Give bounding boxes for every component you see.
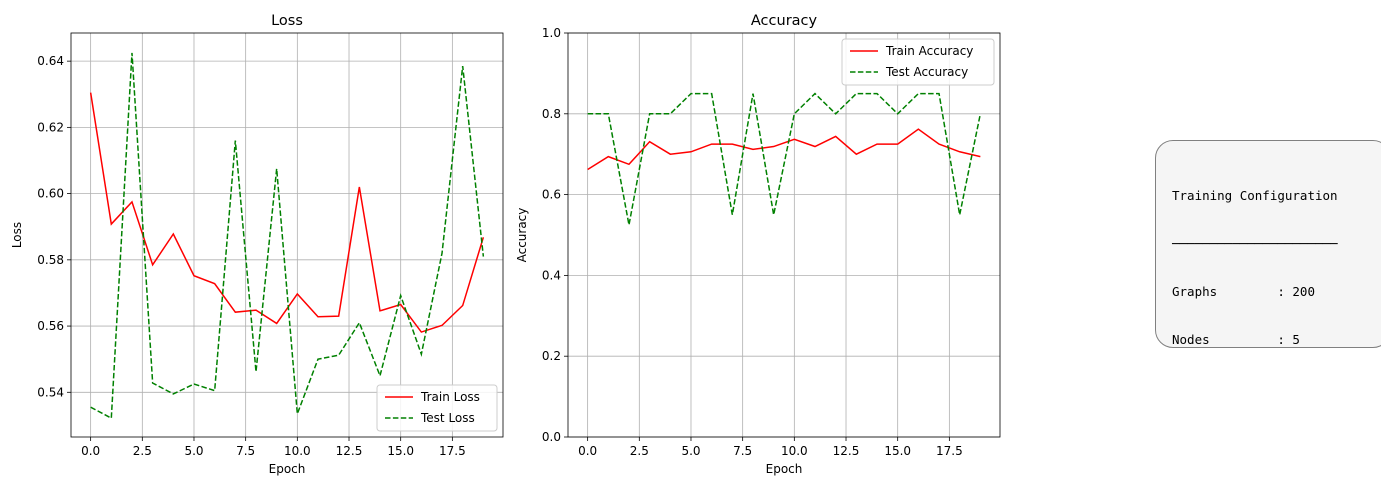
- loss-legend-label-1: Test Loss: [420, 411, 475, 425]
- config-title: Training Configuration: [1172, 188, 1338, 203]
- loss-ytick-label-4: 0.62: [37, 120, 64, 134]
- accuracy-chart-title: Accuracy: [751, 13, 818, 29]
- loss-xtick-label-0: 0.0: [81, 444, 100, 458]
- accuracy-ytick-label-4: 0.8: [542, 107, 561, 121]
- config-row-graphs: Graphs : 200: [1172, 284, 1315, 299]
- accuracy-y-axis-label: Accuracy: [515, 208, 529, 263]
- accuracy-ytick-label-2: 0.4: [542, 268, 561, 282]
- loss-series-train-loss: [89, 92, 485, 333]
- accuracy-series-test-accuracy: [587, 92, 982, 226]
- loss-legend-label-0: Train Loss: [420, 390, 480, 404]
- config-separator: ──────────────────────: [1172, 236, 1338, 251]
- loss-xtick-label-4: 10.0: [284, 444, 311, 458]
- accuracy-ytick-label-3: 0.6: [542, 188, 561, 202]
- loss-xtick-label-7: 17.5: [439, 444, 466, 458]
- loss-xtick-label-5: 12.5: [336, 444, 363, 458]
- accuracy-legend-label-1: Test Accuracy: [885, 65, 968, 79]
- accuracy-ytick-label-0: 0.0: [542, 430, 561, 444]
- loss-ytick-label-5: 0.64: [37, 54, 64, 68]
- loss-x-axis-label: Epoch: [269, 462, 306, 476]
- loss-xtick-label-2: 5.0: [184, 444, 203, 458]
- loss-xtick-label-3: 7.5: [236, 444, 255, 458]
- accuracy-xtick-label-4: 10.0: [781, 444, 808, 458]
- loss-chart-title: Loss: [271, 13, 303, 29]
- accuracy-xtick-label-2: 5.0: [681, 444, 700, 458]
- accuracy-ytick-label-1: 0.2: [542, 349, 561, 363]
- accuracy-xtick-label-0: 0.0: [578, 444, 597, 458]
- accuracy-xtick-label-6: 15.0: [884, 444, 911, 458]
- accuracy-xtick-label-5: 12.5: [833, 444, 860, 458]
- loss-ytick-label-0: 0.54: [37, 385, 64, 399]
- loss-xtick-label-6: 15.0: [387, 444, 414, 458]
- accuracy-xtick-label-3: 7.5: [733, 444, 752, 458]
- accuracy-xtick-label-7: 17.5: [936, 444, 963, 458]
- loss-ytick-label-1: 0.56: [37, 319, 64, 333]
- config-row-nodes: Nodes : 5: [1172, 332, 1300, 347]
- loss-series-test-loss: [90, 52, 485, 420]
- loss-ytick-label-2: 0.58: [37, 253, 64, 267]
- loss-chart: 0.0 2.5 5.0 7.5 10.0 12.5 15.0 17.5 0.54 0.56 0.58…: [10, 13, 504, 476]
- accuracy-ytick-label-5: 1.0: [542, 26, 561, 40]
- accuracy-xtick-label-1: 2.5: [630, 444, 649, 458]
- loss-xtick-label-1: 2.5: [133, 444, 152, 458]
- accuracy-legend-label-0: Train Accuracy: [885, 44, 973, 58]
- accuracy-series-train-accuracy: [587, 128, 981, 171]
- loss-y-axis-label: Loss: [10, 222, 24, 248]
- accuracy-x-axis-label: Epoch: [766, 462, 803, 476]
- training-configuration-box: Training Configuration ─────────────────…: [1155, 140, 1381, 348]
- loss-axes-frame: [70, 32, 504, 438]
- accuracy-axes-frame: [567, 32, 1001, 438]
- loss-ytick-label-3: 0.60: [37, 187, 64, 201]
- accuracy-legend-box: [841, 38, 995, 86]
- accuracy-chart: 0.0 2.5 5.0 7.5 10.0 12.5 15.0 17.5 0.0 0.2 0.4 0.6…: [515, 13, 1001, 476]
